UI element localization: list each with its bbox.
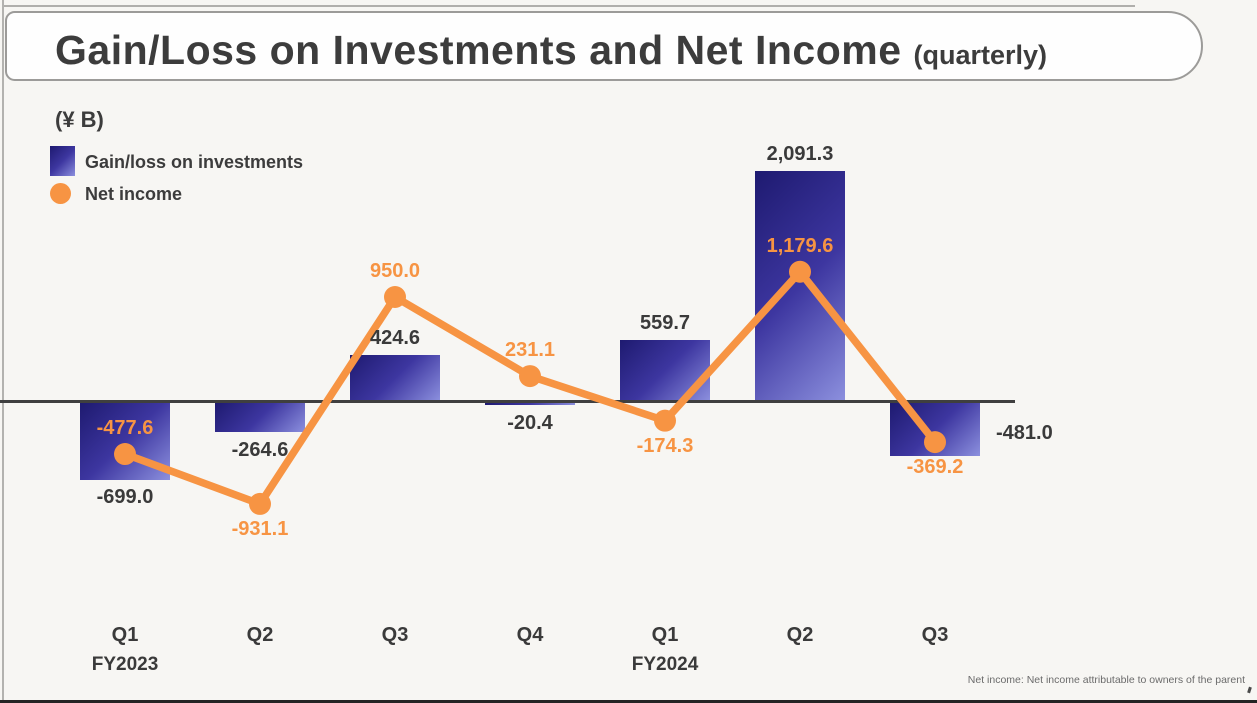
line-point [519, 365, 541, 388]
bar-value-label: 559.7 [639, 311, 691, 334]
bar-value-label: -264.6 [231, 438, 289, 461]
line-point [384, 286, 406, 308]
bar-gain-loss [755, 171, 845, 402]
bar-gain-loss [350, 354, 440, 402]
x-axis-label: Q2 [246, 624, 274, 646]
bar-value-label: -699.0 [96, 486, 154, 509]
x-axis-label: Q1 [111, 624, 139, 646]
legend-dot-icon [50, 183, 71, 204]
unit-label: (¥ B) [55, 107, 104, 132]
bar-value-label: 2,091.3 [766, 143, 834, 166]
line-point [654, 409, 676, 432]
line-value-label: 231.1 [504, 339, 556, 362]
bar-value-label: -20.4 [507, 411, 553, 434]
line-value-label: -174.3 [636, 434, 694, 457]
page-title-suffix: (quarterly) [913, 40, 1048, 70]
footnote: Net income: Net income attributable to o… [967, 674, 1245, 686]
line-value-label: -931.1 [231, 517, 289, 540]
net-income-polyline [121, 267, 939, 508]
line-point [249, 492, 271, 515]
bar-value-label: -481.0 [996, 421, 1053, 444]
bar-gain-loss [215, 403, 305, 433]
bar-value-label: 424.6 [369, 326, 421, 349]
line-point [924, 431, 946, 454]
line-point [114, 443, 136, 466]
x-axis-line [0, 400, 1015, 403]
line-value-label: 950.0 [369, 260, 421, 282]
slide-left-edge [2, 0, 4, 703]
slide-top-edge [3, 5, 1135, 7]
line-value-label: -477.6 [96, 417, 154, 440]
x-axis-label: Q3 [921, 624, 949, 646]
x-axis-label: Q3 [381, 624, 409, 646]
page-title: Gain/Loss on Investments and Net Income [55, 27, 902, 73]
title-box: Gain/Loss on Investments and Net Income … [5, 11, 1203, 81]
fiscal-year-label: FY2024 [631, 654, 699, 675]
line-value-label: -369.2 [906, 456, 964, 479]
line-value-label: 1,179.6 [766, 234, 834, 257]
line-point [789, 260, 811, 283]
x-axis-label: Q2 [786, 624, 814, 646]
x-axis-label: Q4 [516, 624, 544, 646]
legend-line-label: Net income [85, 184, 183, 204]
legend-bar-swatch [50, 146, 75, 176]
bar-gain-loss [485, 403, 575, 406]
fiscal-year-label: FY2023 [91, 654, 159, 675]
x-axis-label: Q1 [651, 624, 679, 646]
slide-bottom-edge [0, 700, 1257, 703]
legend-bar-label: Gain/loss on investments [85, 152, 304, 172]
